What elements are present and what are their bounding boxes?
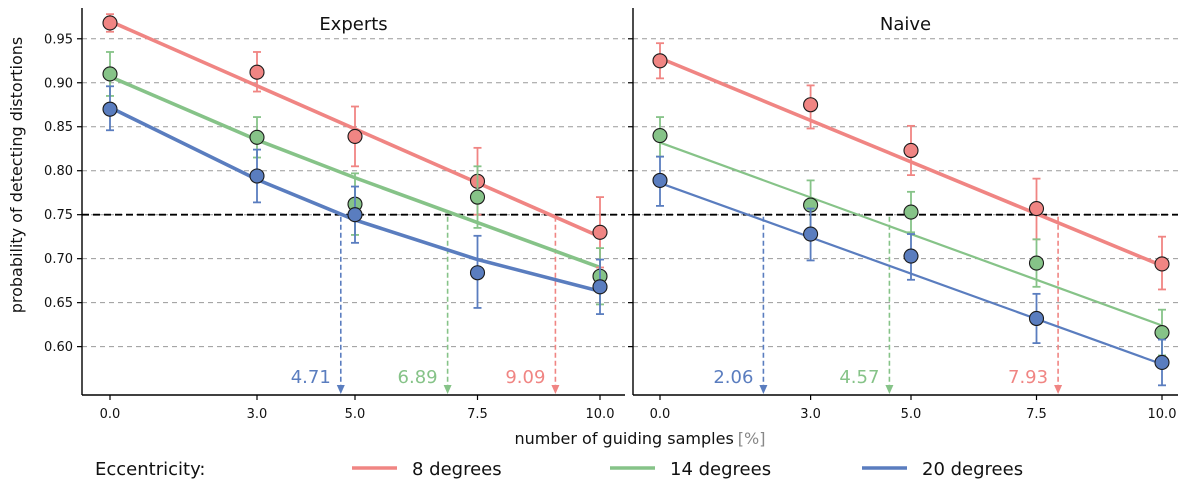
data-point: [347, 207, 363, 223]
threshold-arrow-head: [336, 385, 345, 394]
threshold-value-label: 4.57: [839, 367, 879, 388]
x-axis-label-unit: [%]: [738, 429, 766, 448]
x-tick-label: 0.0: [100, 407, 121, 422]
x-tick-label: 3.0: [247, 407, 268, 422]
data-point: [652, 127, 668, 144]
threshold-value-label: 2.06: [713, 367, 753, 388]
threshold-value-label: 4.71: [291, 367, 331, 388]
legend: Eccentricity: 8 degrees 14 degrees 20 degr…: [95, 459, 1023, 480]
data-point: [803, 97, 819, 113]
x-axis-label-text: number of guiding samples: [515, 429, 734, 448]
y-tick-label: 0.80: [44, 164, 73, 179]
x-tick-label: 0.0: [650, 407, 671, 422]
data-point: [102, 66, 118, 82]
data-point: [249, 64, 265, 80]
y-tick-label: 0.60: [44, 340, 73, 355]
y-tick-label: 0.85: [44, 120, 73, 135]
data-point: [249, 168, 265, 184]
legend-entry-label: 14 degrees: [670, 459, 771, 480]
threshold-value-label: 6.89: [398, 367, 438, 388]
x-tick-label: 10.0: [586, 407, 615, 422]
y-tick-label: 0.75: [44, 208, 73, 223]
data-point: [592, 224, 608, 240]
x-tick-label: 7.5: [467, 407, 488, 422]
legend-entry-label: 8 degrees: [412, 459, 502, 480]
data-point: [102, 101, 118, 117]
data-point: [652, 172, 668, 188]
data-point: [1154, 325, 1170, 341]
x-tick-label: 5.0: [901, 407, 922, 422]
data-point: [1028, 310, 1045, 327]
threshold-arrow-head: [885, 385, 894, 394]
data-point: [803, 226, 819, 242]
x-axis-label: number of guiding samples [%]: [515, 429, 766, 448]
data-point: [903, 248, 919, 264]
data-point: [1028, 200, 1045, 217]
y-tick-label: 0.95: [44, 32, 73, 47]
y-tick-label: 0.90: [44, 76, 73, 91]
data-point: [903, 204, 919, 220]
data-point: [249, 129, 265, 145]
data-point: [903, 142, 919, 159]
data-point: [652, 53, 668, 69]
data-point: [1154, 256, 1170, 272]
data-point: [1154, 354, 1170, 371]
panel-title: Naive: [880, 14, 931, 35]
data-point: [469, 189, 486, 205]
x-tick-label: 5.0: [345, 407, 366, 422]
threshold-arrow-head: [551, 385, 560, 394]
x-tick-label: 7.5: [1026, 407, 1047, 422]
data-point: [469, 265, 486, 281]
threshold-arrow-head: [443, 385, 452, 394]
data-point: [347, 128, 363, 144]
x-tick-label: 10.0: [1148, 407, 1177, 422]
threshold-value-label: 7.93: [1008, 367, 1048, 388]
data-point: [592, 279, 608, 295]
legend-title: Eccentricity:: [95, 459, 205, 480]
panel-title: Experts: [319, 14, 387, 35]
threshold-value-label: 9.09: [505, 367, 545, 388]
y-axis-label: probability of detecting distortions: [7, 37, 26, 314]
panel-experts: 0.60 0.65 0.70 0.75 0.80 0.85 0.90 0.95 0.0 3.0 5.…: [44, 8, 625, 422]
y-tick-label: 0.70: [44, 252, 73, 267]
data-point: [102, 15, 118, 31]
legend-entry-label: 20 degrees: [922, 459, 1023, 480]
threshold-arrow-head: [1054, 385, 1063, 394]
threshold-arrow-head: [759, 385, 768, 394]
data-point: [1028, 255, 1045, 271]
panel-naive: 0.0 3.0 5.0 7.5 10.0 Naive 7.93 4.57 2.06: [628, 8, 1178, 422]
x-tick-label: 3.0: [800, 407, 821, 422]
y-tick-label: 0.65: [44, 296, 73, 311]
